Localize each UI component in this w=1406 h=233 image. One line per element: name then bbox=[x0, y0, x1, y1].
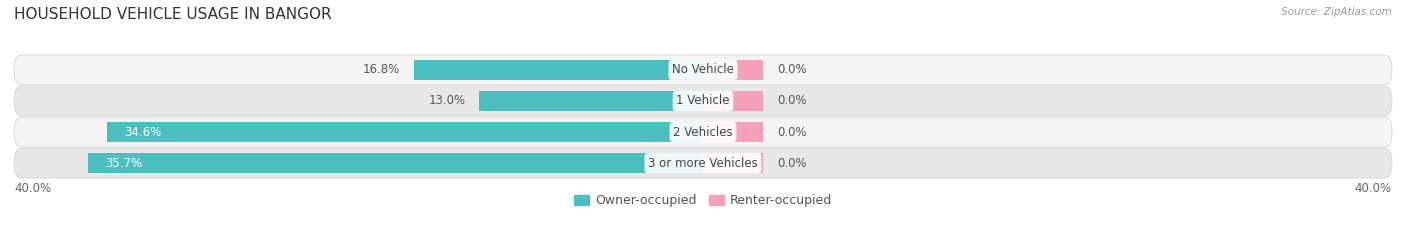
Text: 40.0%: 40.0% bbox=[14, 182, 51, 195]
Bar bbox=[703, 122, 763, 142]
Bar bbox=[413, 60, 703, 79]
Bar bbox=[107, 122, 703, 142]
Text: HOUSEHOLD VEHICLE USAGE IN BANGOR: HOUSEHOLD VEHICLE USAGE IN BANGOR bbox=[14, 7, 332, 22]
Legend: Owner-occupied, Renter-occupied: Owner-occupied, Renter-occupied bbox=[568, 189, 838, 212]
Bar bbox=[89, 154, 703, 173]
Text: 0.0%: 0.0% bbox=[778, 126, 807, 139]
FancyBboxPatch shape bbox=[14, 148, 1392, 178]
FancyBboxPatch shape bbox=[14, 117, 1392, 147]
Bar bbox=[479, 91, 703, 111]
FancyBboxPatch shape bbox=[14, 55, 1392, 85]
Text: 0.0%: 0.0% bbox=[778, 157, 807, 170]
FancyBboxPatch shape bbox=[14, 86, 1392, 116]
Bar bbox=[703, 154, 763, 173]
Text: 1 Vehicle: 1 Vehicle bbox=[676, 94, 730, 107]
Text: 0.0%: 0.0% bbox=[778, 63, 807, 76]
Text: 40.0%: 40.0% bbox=[1355, 182, 1392, 195]
Text: 16.8%: 16.8% bbox=[363, 63, 399, 76]
Text: No Vehicle: No Vehicle bbox=[672, 63, 734, 76]
Text: 0.0%: 0.0% bbox=[778, 94, 807, 107]
Text: Source: ZipAtlas.com: Source: ZipAtlas.com bbox=[1281, 7, 1392, 17]
Text: 13.0%: 13.0% bbox=[429, 94, 465, 107]
Text: 3 or more Vehicles: 3 or more Vehicles bbox=[648, 157, 758, 170]
Text: 34.6%: 34.6% bbox=[124, 126, 162, 139]
Bar bbox=[703, 60, 763, 79]
Text: 35.7%: 35.7% bbox=[105, 157, 142, 170]
Text: 2 Vehicles: 2 Vehicles bbox=[673, 126, 733, 139]
Bar bbox=[703, 91, 763, 111]
